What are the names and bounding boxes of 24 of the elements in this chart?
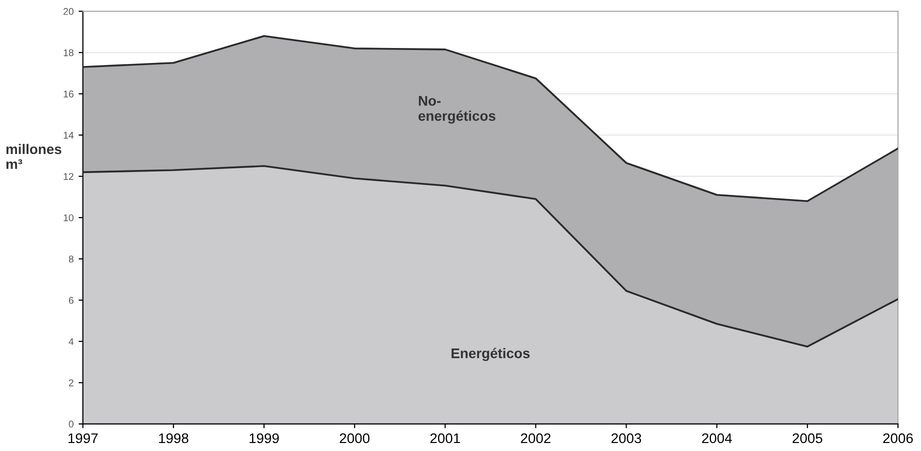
x-tick-label: 2006 (883, 433, 913, 444)
y-tick-label: 14 (64, 132, 74, 139)
y-tick-label: 0 (68, 420, 74, 428)
y-tick-label: 12 (64, 173, 74, 180)
x-tick-label: 2001 (430, 433, 460, 444)
y-axis-title: millones m³ (6, 144, 62, 169)
x-tick-label: 2003 (612, 433, 642, 444)
x-tick-label: 1998 (159, 433, 188, 444)
y-tick-label: 20 (64, 8, 74, 15)
x-tick-label: 1999 (250, 433, 279, 444)
y-tick-label: 8 (68, 256, 74, 262)
x-tick-label: 2002 (520, 433, 550, 444)
x-tick-label: 2005 (792, 433, 822, 444)
y-tick-label: 2 (68, 379, 74, 386)
x-tick-label: 2004 (702, 433, 732, 444)
series-label: Energéticos (452, 348, 530, 362)
x-tick-label: 2000 (340, 433, 370, 444)
y-tick-label: 6 (68, 296, 74, 304)
y-tick-label: 10 (64, 214, 74, 222)
y-tick-label: 4 (68, 338, 74, 345)
x-tick-label: 1997 (68, 433, 98, 444)
series-label: No- energéticos (418, 96, 496, 124)
y-tick-label: 18 (64, 49, 74, 56)
y-tick-label: 16 (64, 90, 74, 98)
